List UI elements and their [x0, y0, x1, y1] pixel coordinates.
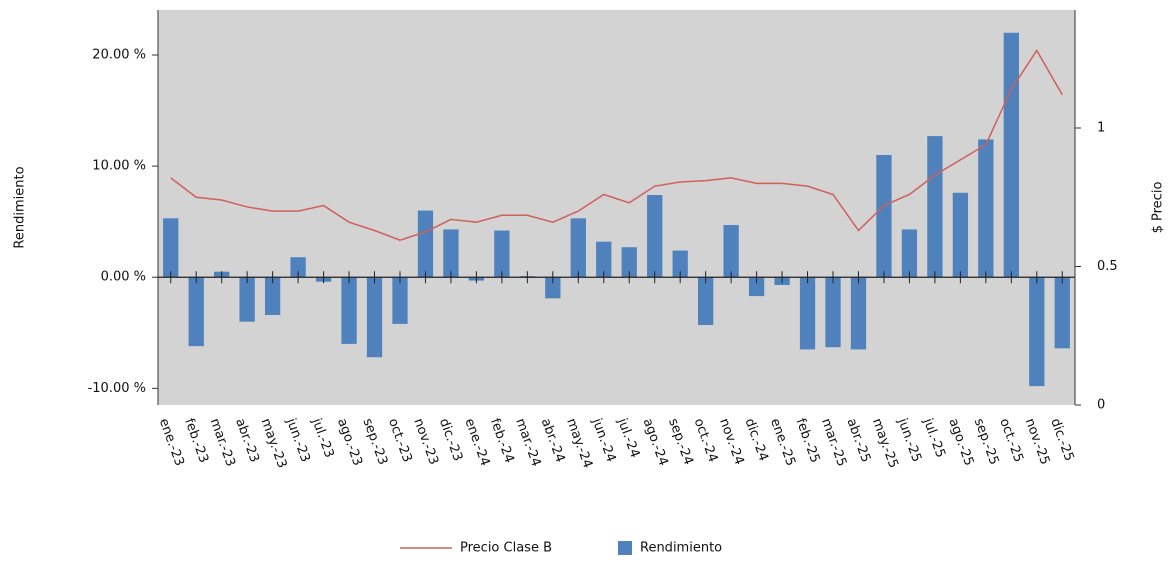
- bar: [876, 155, 892, 278]
- x-tick-label: ene.-23: [156, 416, 187, 468]
- bar: [901, 229, 918, 278]
- y2-tick-label: 0: [1097, 398, 1105, 413]
- y-tick-label: -10.00 %: [88, 381, 146, 396]
- y2-axis-title: $ Precio: [1151, 182, 1166, 234]
- bar: [672, 250, 688, 278]
- x-tick-label: jul.-23: [308, 415, 336, 459]
- x-tick-label: jul.-24: [614, 415, 642, 459]
- bar: [825, 277, 841, 348]
- bar: [545, 277, 561, 299]
- y-tick-label: 0.00 %: [101, 270, 146, 285]
- x-tick-label: ago.-24: [640, 416, 671, 467]
- bar: [647, 195, 663, 278]
- bar: [596, 241, 612, 278]
- bar: [1003, 32, 1019, 278]
- bar: [698, 277, 714, 325]
- legend-label: Rendimiento: [640, 541, 722, 556]
- bar: [264, 277, 281, 315]
- bar: [392, 277, 408, 324]
- x-tick-label: ene.-25: [767, 416, 798, 468]
- bar: [570, 218, 586, 278]
- bar: [927, 136, 943, 278]
- x-tick-label: ago.-25: [945, 416, 976, 467]
- bar: [748, 277, 765, 297]
- bar: [799, 277, 816, 350]
- bar: [494, 230, 510, 278]
- y-tick-label: 20.00 %: [92, 48, 146, 63]
- y-tick-label: 10.00 %: [92, 159, 146, 174]
- bar: [723, 225, 739, 278]
- plot-background: [158, 10, 1075, 405]
- x-tick-label: nov.-23: [410, 416, 441, 466]
- price-line: [170, 49, 1063, 241]
- bar: [978, 139, 994, 278]
- bar: [850, 277, 867, 350]
- legend-label: Precio Clase B: [460, 541, 552, 556]
- x-tick-label: nov.-24: [716, 416, 747, 466]
- bar: [163, 218, 179, 278]
- y2-tick-label: 0.5: [1097, 259, 1118, 274]
- bar: [188, 277, 204, 347]
- x-tick-label: dic.-23: [436, 416, 465, 463]
- y-axis-title: Rendimiento: [13, 166, 28, 248]
- bar: [366, 277, 383, 358]
- x-tick-label: nov.-25: [1022, 416, 1053, 466]
- x-tick-label: dic.-24: [742, 416, 771, 463]
- y2-tick-label: 1: [1097, 121, 1105, 136]
- bar: [443, 229, 459, 278]
- bar: [341, 277, 357, 344]
- bar: [1054, 277, 1070, 349]
- bar: [1029, 277, 1045, 387]
- x-tick-label: ene.-24: [461, 416, 492, 468]
- bar: [621, 247, 637, 278]
- x-tick-label: ago.-23: [334, 416, 365, 467]
- x-tick-label: dic.-25: [1047, 416, 1076, 463]
- bar: [239, 277, 255, 322]
- bar: [290, 257, 306, 278]
- legend-swatch: [618, 541, 632, 555]
- bar: [952, 192, 969, 278]
- x-tick-label: jul.-25: [920, 415, 948, 459]
- bar: [417, 210, 434, 278]
